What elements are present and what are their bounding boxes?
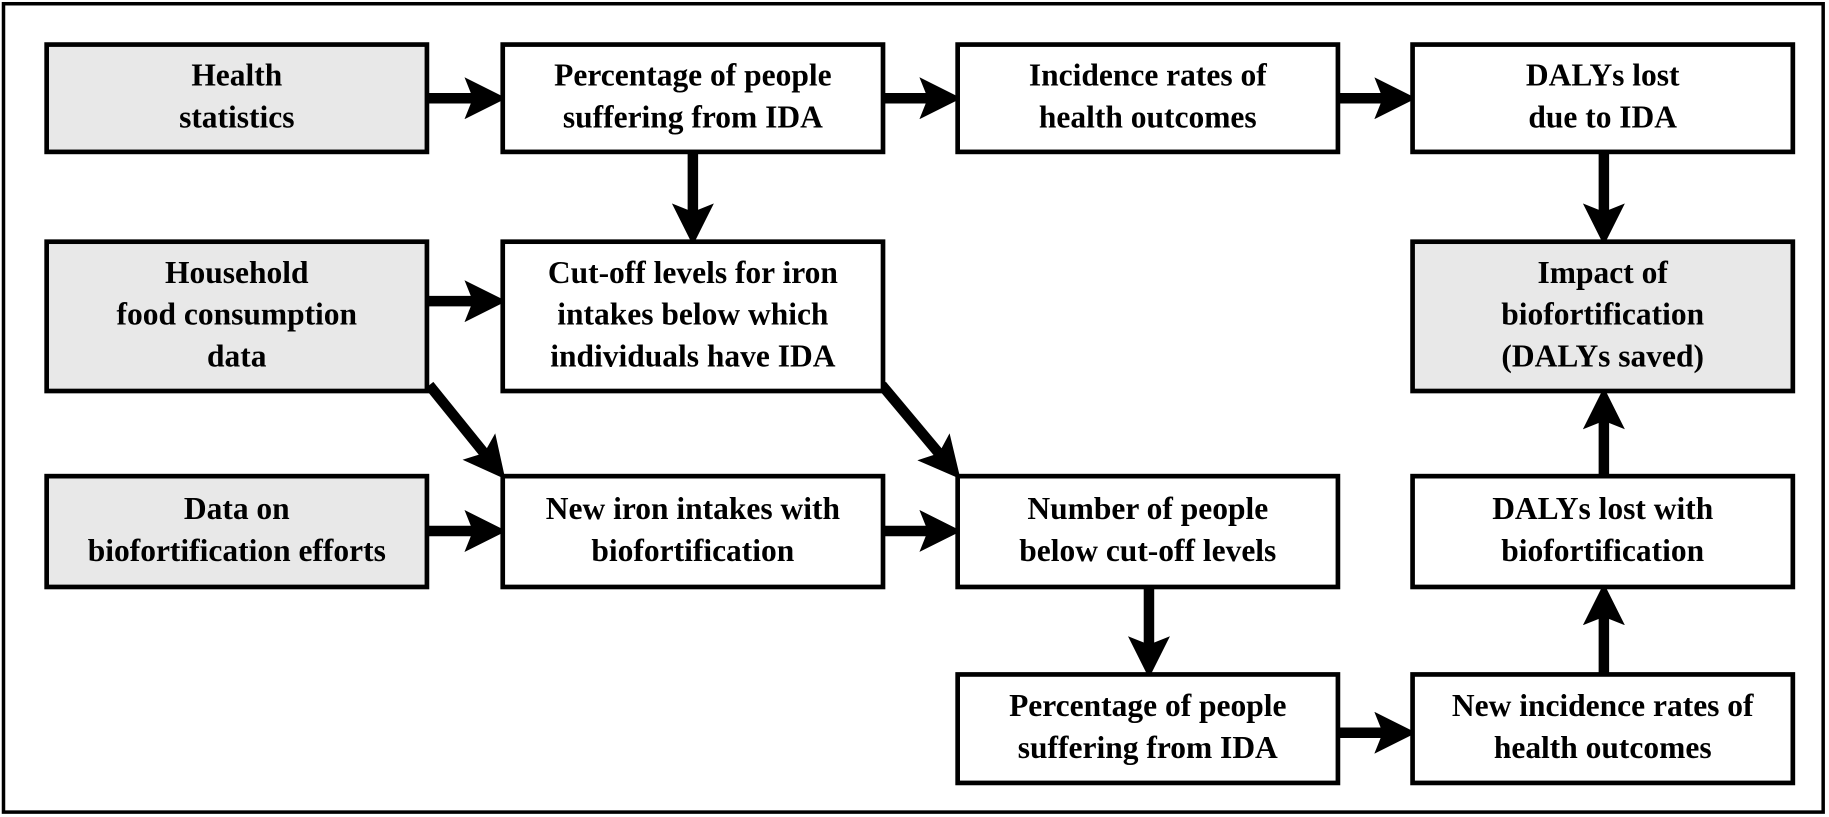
node-label: health outcomes [1494,730,1712,765]
node-label: Household [165,255,309,290]
node-label: Number of people [1027,491,1268,526]
node-box [1410,473,1796,590]
node-box [500,42,886,155]
node-box [1410,239,1796,394]
node-box [44,473,430,590]
node-box [1410,42,1796,155]
node-box [955,473,1341,590]
node-label: biofortification [1501,533,1704,568]
node-label: Percentage of people [1009,688,1286,723]
node-label: data [207,339,267,374]
node-label: Cut-off levels for iron [548,255,839,290]
arrow [877,381,961,479]
node-label: individuals have IDA [550,339,835,374]
edges [425,77,1625,754]
node-label: (DALYs saved) [1501,339,1704,374]
node-box [500,239,886,394]
node-box [1410,672,1796,786]
node-label: Impact of [1538,255,1669,290]
node-label: food consumption [117,297,358,332]
node-label: below cut-off levels [1019,533,1276,568]
node-label: DALYs lost [1526,58,1680,93]
node-label: intakes below which [557,297,829,332]
node-label: biofortification efforts [88,533,386,568]
node-label: DALYs lost with [1492,491,1714,526]
node-label: suffering from IDA [1018,730,1278,765]
node-label: biofortification [591,533,794,568]
arrow [425,381,506,480]
node-label: Percentage of people [554,58,831,93]
node-box [955,42,1341,155]
node-label: Data on [184,491,290,526]
node-label: suffering from IDA [563,100,823,135]
node-label: New incidence rates of [1452,688,1754,723]
node-label: statistics [179,100,294,135]
node-label: New iron intakes with [546,491,841,526]
node-label: biofortification [1501,297,1704,332]
node-label: Health [191,58,282,93]
node-label: health outcomes [1039,100,1257,135]
nodes: Health statistics Percentage of people suff… [44,42,1796,786]
node-label: Incidence rates of [1029,58,1267,93]
node-box [44,42,430,155]
node-label: due to IDA [1528,100,1677,135]
node-box [44,239,430,394]
node-box [955,672,1341,786]
node-box [500,473,886,590]
